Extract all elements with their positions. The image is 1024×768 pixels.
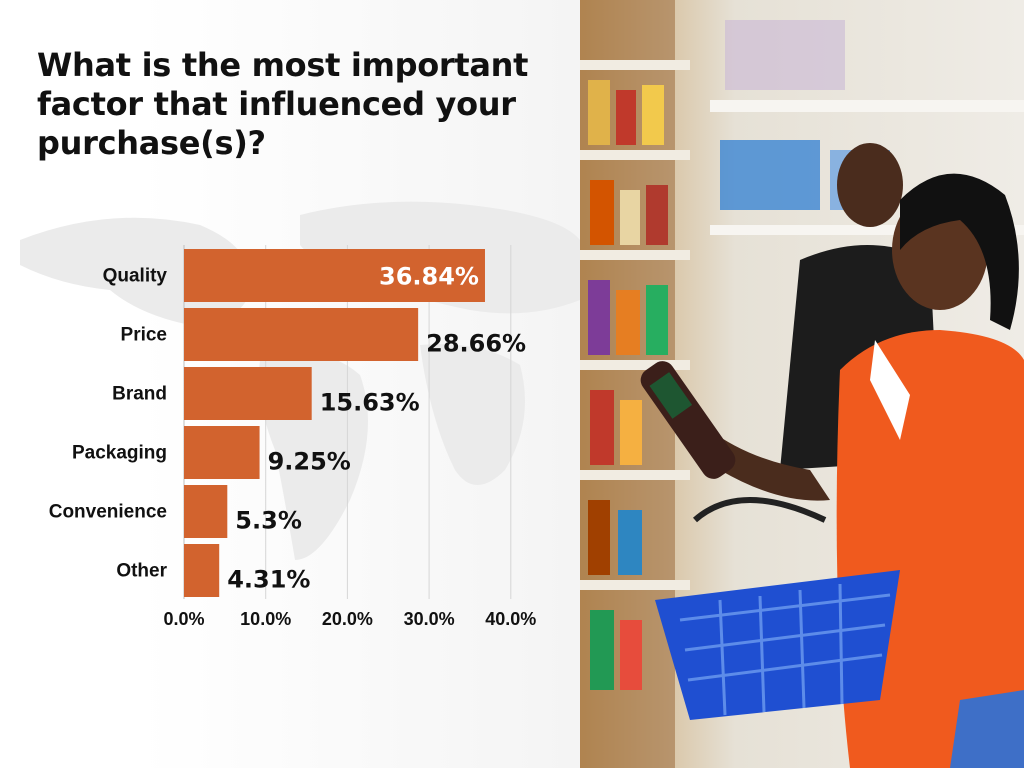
category-label: Quality [103, 266, 168, 287]
x-tick-label: 30.0% [404, 609, 455, 629]
data-label: 5.3% [235, 507, 302, 535]
chart-title: What is the most important factor that i… [37, 46, 529, 162]
x-tick-label: 20.0% [322, 609, 373, 629]
data-label: 15.63% [320, 389, 420, 417]
x-tick-label: 0.0% [163, 609, 204, 629]
bar [184, 308, 419, 361]
data-label: 4.31% [227, 566, 310, 594]
shopper-photo [580, 0, 1024, 768]
bar-chart: 0.0% 10.0% 20.0% 30.0% 40.0% Quality 36.84% Pri… [20, 201, 580, 629]
bar [184, 426, 260, 479]
data-label: 36.84% [379, 263, 479, 291]
category-label: Brand [112, 384, 167, 405]
bar [184, 544, 220, 597]
data-label: 9.25% [268, 448, 351, 476]
shopper-photo-illustration [580, 0, 1024, 768]
x-tick-label: 10.0% [240, 609, 291, 629]
category-label: Other [116, 561, 167, 582]
bar [184, 367, 312, 420]
bar [184, 485, 228, 538]
chart-panel: What is the most important factor that i… [20, 0, 580, 768]
category-label: Price [121, 325, 167, 346]
category-label: Packaging [72, 443, 167, 464]
data-label: 28.66% [426, 330, 526, 358]
x-tick-label: 40.0% [485, 609, 536, 629]
bar [184, 249, 485, 302]
category-label: Convenience [49, 502, 167, 523]
